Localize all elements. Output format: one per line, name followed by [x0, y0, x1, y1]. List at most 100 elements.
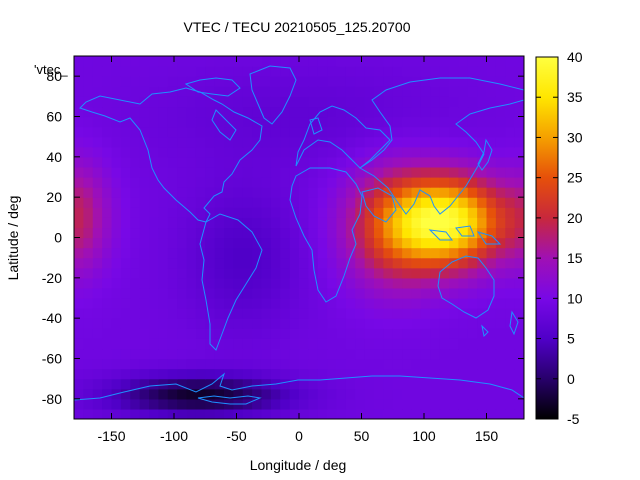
heatmap-cell: [486, 126, 497, 138]
heatmap-cell: [411, 267, 422, 279]
heatmap-cell: [514, 257, 524, 269]
heatmap-cell: [439, 388, 450, 400]
heatmap-cell: [195, 86, 206, 97]
heatmap-cell: [439, 227, 450, 239]
heatmap-cell: [467, 237, 478, 249]
heatmap-cell: [374, 56, 384, 67]
heatmap-cell: [336, 86, 347, 97]
heatmap-cell: [411, 197, 422, 208]
heatmap-cell: [280, 298, 291, 309]
heatmap-cell: [139, 398, 150, 410]
heatmap-cell: [261, 197, 272, 208]
heatmap-cell: [289, 287, 300, 299]
heatmap-cell: [195, 257, 206, 269]
heatmap-cell: [130, 136, 141, 148]
heatmap-cell: [149, 56, 159, 67]
heatmap-cell: [270, 318, 281, 329]
heatmap-cell: [514, 177, 524, 188]
heatmap-cell: [411, 96, 422, 108]
heatmap-cell: [233, 116, 244, 128]
heatmap-cell: [336, 368, 347, 380]
heatmap-cell: [186, 66, 197, 77]
heatmap-cell: [289, 378, 300, 390]
heatmap-cell: [149, 408, 159, 419]
heatmap-cell: [383, 237, 394, 249]
heatmap-cell: [495, 368, 506, 380]
heatmap-cell: [83, 66, 94, 77]
heatmap-cell: [195, 388, 206, 400]
heatmap-cell: [111, 368, 122, 380]
heatmap-cell: [270, 76, 281, 87]
heatmap-cell: [224, 106, 234, 118]
heatmap-cell: [383, 86, 394, 97]
heatmap-cell: [233, 277, 244, 289]
heatmap-cell: [111, 187, 122, 198]
heatmap-cell: [102, 126, 113, 138]
heatmap-cell: [214, 217, 225, 229]
heatmap-cell: [486, 328, 497, 339]
heatmap-cell: [299, 166, 309, 178]
heatmap-cell: [317, 156, 328, 168]
heatmap-cell: [467, 388, 478, 400]
heatmap-cell: [355, 398, 366, 410]
heatmap-cell: [252, 207, 263, 218]
heatmap-cell: [477, 378, 488, 390]
heatmap-cell: [280, 318, 291, 329]
heatmap-cell: [495, 378, 506, 390]
heatmap-cell: [327, 398, 338, 410]
heatmap-cell: [186, 398, 197, 410]
heatmap-cell: [74, 348, 84, 360]
heatmap-cell: [308, 76, 319, 87]
heatmap-cell: [299, 318, 309, 329]
heatmap-cell: [495, 126, 506, 138]
heatmap-cell: [299, 177, 309, 188]
heatmap-cell: [477, 247, 488, 259]
heatmap-cell: [261, 66, 272, 77]
heatmap-cell: [505, 76, 516, 87]
heatmap-cell: [374, 398, 384, 410]
heatmap-cell: [458, 106, 469, 118]
heatmap-cell: [177, 328, 188, 339]
heatmap-cell: [355, 217, 366, 229]
heatmap-cell: [289, 388, 300, 400]
heatmap-cell: [317, 257, 328, 269]
heatmap-cell: [308, 227, 319, 239]
heatmap-cell: [467, 298, 478, 309]
x-axis-label: Longitude / deg: [250, 457, 347, 473]
heatmap-cell: [327, 166, 338, 178]
heatmap-cell: [345, 408, 356, 419]
heatmap-cell: [139, 277, 150, 289]
heatmap-cell: [402, 368, 413, 380]
heatmap-cell: [402, 267, 413, 279]
heatmap-cell: [402, 217, 413, 229]
heatmap-cell: [214, 287, 225, 299]
heatmap-cell: [214, 187, 225, 198]
heatmap-cell: [83, 398, 94, 410]
heatmap-cell: [439, 166, 450, 178]
heatmap-cell: [149, 267, 159, 279]
heatmap-cell: [280, 66, 291, 77]
heatmap-cell: [458, 126, 469, 138]
heatmap-cell: [449, 106, 459, 118]
heatmap-cell: [102, 247, 113, 259]
heatmap-cell: [449, 217, 459, 229]
heatmap-cell: [514, 76, 524, 87]
heatmap-cell: [195, 348, 206, 360]
heatmap-cell: [486, 76, 497, 87]
heatmap-cell: [308, 358, 319, 370]
heatmap-cell: [345, 308, 356, 319]
heatmap-cell: [392, 227, 403, 239]
heatmap-cell: [74, 308, 84, 319]
heatmap-cell: [270, 267, 281, 279]
heatmap-cell: [458, 247, 469, 259]
heatmap-cell: [120, 358, 131, 370]
heatmap-cell: [327, 328, 338, 339]
heatmap-cell: [364, 66, 375, 77]
heatmap-cell: [252, 106, 263, 118]
coast-antarctica: [74, 372, 524, 401]
heatmap-cell: [130, 408, 141, 419]
heatmap-cell: [195, 328, 206, 339]
heatmap-cell: [261, 408, 272, 419]
heatmap-cell: [317, 106, 328, 118]
heatmap-cell: [139, 348, 150, 360]
